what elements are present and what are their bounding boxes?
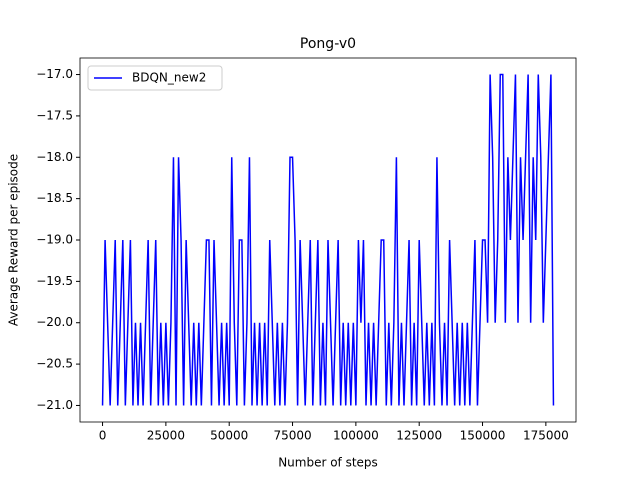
x-tick-label: 0: [99, 429, 107, 443]
y-tick-label: −19.5: [36, 274, 73, 288]
legend-box: [87, 65, 223, 91]
y-tick-label: −17.5: [36, 108, 73, 122]
x-tick-label: 100000: [333, 429, 379, 443]
y-tick-label: −21.0: [36, 398, 73, 412]
chart-title: Pong-v0: [300, 36, 356, 52]
x-tick-label: 125000: [396, 429, 442, 443]
x-tick-label: 175000: [523, 429, 569, 443]
y-tick-label: −19.0: [36, 233, 73, 247]
y-tick-label: −20.5: [36, 357, 73, 371]
plot-frame: [79, 57, 577, 423]
y-axis-label: Average Reward per episode: [7, 154, 21, 326]
x-tick-label: 150000: [460, 429, 506, 443]
x-tick-label: 25000: [147, 429, 185, 443]
y-tick-label: −20.0: [36, 315, 73, 329]
x-tick-label: 50000: [210, 429, 248, 443]
y-tick-label: −17.0: [36, 67, 73, 81]
x-tick-label: 75000: [273, 429, 311, 443]
x-axis-label: Number of steps: [278, 456, 378, 470]
y-tick-label: −18.5: [36, 191, 73, 205]
y-tick-label: −18.0: [36, 150, 73, 164]
data-line: [101, 73, 555, 406]
legend-label: BDQN_new2: [132, 71, 206, 85]
